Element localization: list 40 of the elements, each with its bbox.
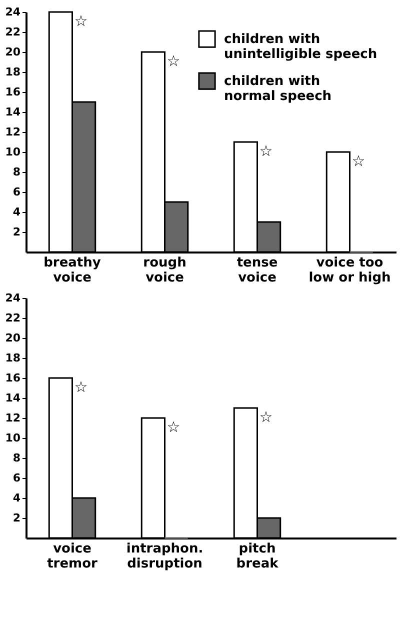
- x-tick-label: pitch break: [236, 542, 279, 572]
- y-tick-label: 20: [5, 46, 21, 58]
- x-tick-label: rough voice: [143, 256, 186, 286]
- y-tick-label: 8: [12, 452, 20, 464]
- x-tick-label: tense voice: [236, 256, 278, 286]
- y-tick-label: 18: [5, 66, 20, 78]
- y-tick-label: 10: [5, 146, 21, 158]
- y-tick-label: 8: [12, 166, 20, 178]
- annotation: ☆: [74, 378, 88, 396]
- y-tick-label: 18: [5, 352, 20, 364]
- legend-label: children with unintelligible speech: [224, 32, 378, 62]
- y-tick-label: 6: [12, 186, 21, 198]
- y-tick-label: 22: [5, 312, 20, 324]
- y-tick-label: 4: [12, 492, 21, 504]
- y-tick-label: 14: [5, 392, 21, 404]
- y-tick-label: 16: [5, 372, 21, 384]
- y-tick-label: 22: [5, 26, 20, 38]
- y-tick-label: 24: [5, 6, 21, 18]
- annotation: ☆: [259, 142, 273, 160]
- y-tick-label: 2: [12, 512, 20, 524]
- y-tick-label: 16: [5, 86, 21, 98]
- y-tick-label: 4: [12, 206, 21, 218]
- annotation: ☆: [352, 152, 366, 170]
- y-tick-label: 14: [5, 106, 21, 118]
- y-tick-label: 6: [12, 472, 21, 484]
- x-tick-label: voice tremor: [47, 542, 98, 572]
- legend-label: children with normal speech: [224, 74, 332, 104]
- annotation: ☆: [74, 12, 88, 30]
- y-tick-label: 12: [5, 412, 20, 424]
- annotation: ☆: [166, 418, 180, 436]
- x-tick-label: breathy voice: [44, 256, 102, 286]
- y-tick-label: 12: [5, 126, 20, 138]
- x-tick-label: voice too low or high: [308, 256, 391, 286]
- annotation: ☆: [166, 52, 180, 70]
- y-tick-label: 24: [5, 292, 21, 304]
- annotation: ☆: [259, 408, 273, 426]
- y-tick-label: 10: [5, 432, 21, 444]
- x-tick-label: intraphon. disruption: [126, 542, 204, 572]
- y-tick-label: 20: [5, 332, 21, 344]
- y-tick-label: 2: [12, 226, 20, 238]
